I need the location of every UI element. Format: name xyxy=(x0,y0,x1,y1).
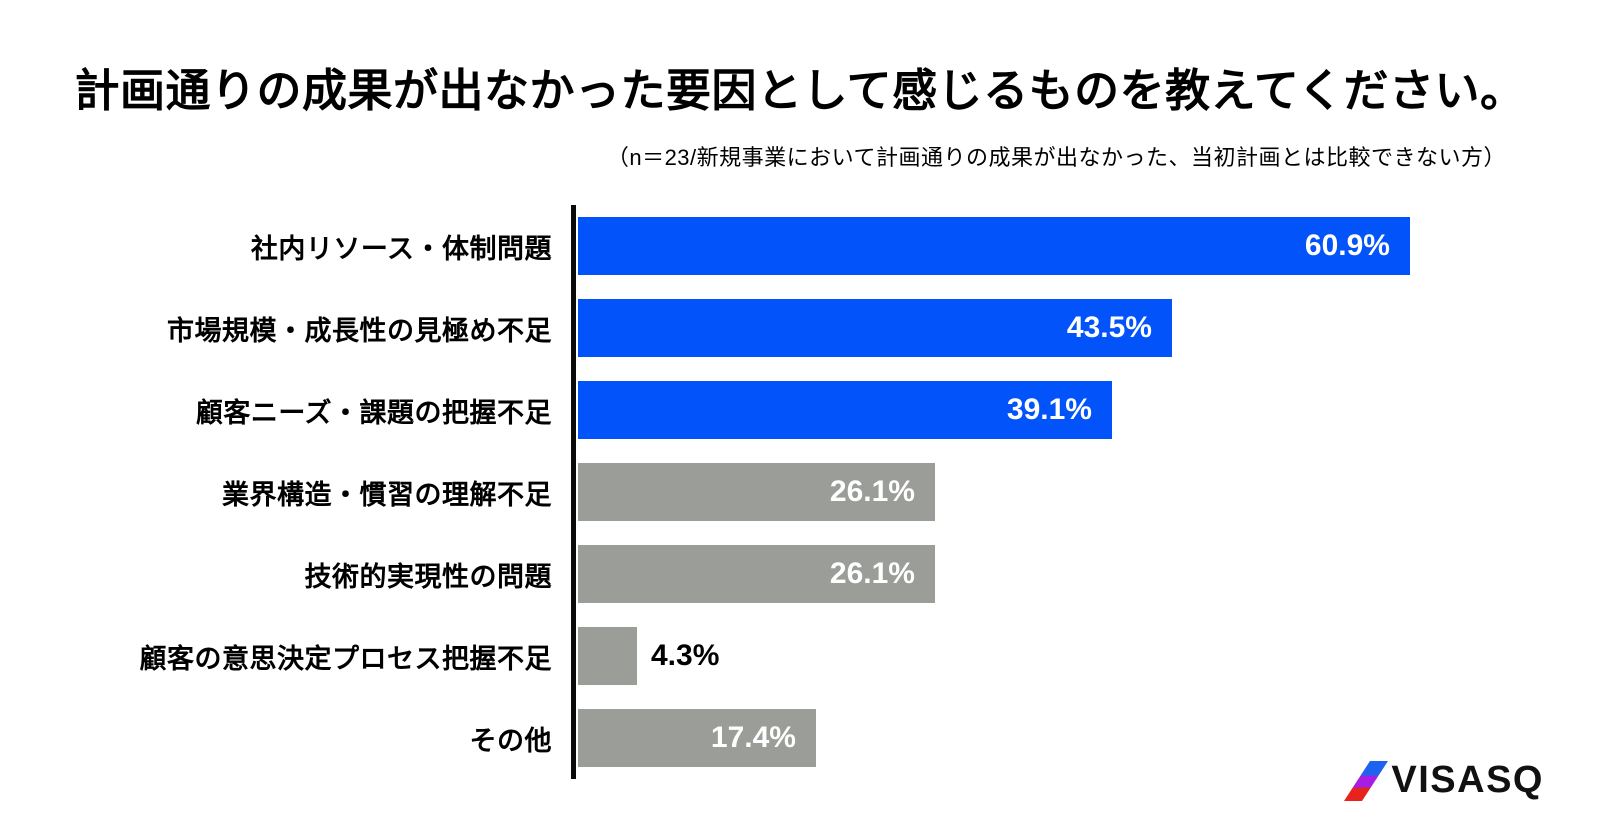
value-label: 17.4% xyxy=(710,721,796,754)
category-label: 社内リソース・体制問題 xyxy=(250,233,552,264)
bar: 26.1% xyxy=(578,463,935,521)
chart-row: 業界構造・慣習の理解不足 26.1% xyxy=(0,451,1600,533)
bar-area: 26.1% xyxy=(578,463,935,521)
chart-row: 顧客の意思決定プロセス把握不足 4.3% xyxy=(0,615,1600,697)
value-label: 26.1% xyxy=(829,475,915,508)
visasq-logo: VISASQ xyxy=(1344,759,1544,802)
bar: 43.5% xyxy=(578,299,1172,357)
category-label: その他 xyxy=(469,725,552,756)
bar: 60.9% xyxy=(578,217,1410,275)
value-label: 60.9% xyxy=(1304,229,1390,262)
bar: 17.4% xyxy=(578,709,816,767)
chart-row: 技術的実現性の問題 26.1% xyxy=(0,533,1600,615)
bar-area: 60.9% xyxy=(578,217,1410,275)
bar xyxy=(578,627,637,685)
bar-chart: 社内リソース・体制問題 60.9% 市場規模・成長性の見極め不足 43.5% 顧客ニーズ… xyxy=(0,205,1600,779)
bar: 39.1% xyxy=(578,381,1112,439)
bar-area: 43.5% xyxy=(578,299,1172,357)
bar-area: 26.1% xyxy=(578,545,935,603)
bar-area: 4.3% xyxy=(578,627,719,685)
y-axis-line xyxy=(571,205,576,779)
chart-title: 計画通りの成果が出なかった要因として感じるものを教えてください。 xyxy=(74,65,1526,116)
chart-row: 顧客ニーズ・課題の把握不足 39.1% xyxy=(0,369,1600,451)
value-label: 39.1% xyxy=(1006,393,1092,426)
chart-row: 市場規模・成長性の見極め不足 43.5% xyxy=(0,287,1600,369)
value-label: 26.1% xyxy=(829,557,915,590)
category-label: 市場規模・成長性の見極め不足 xyxy=(167,315,552,346)
bar-area: 17.4% xyxy=(578,709,816,767)
category-label: 業界構造・慣習の理解不足 xyxy=(222,479,552,510)
chart-row: その他 17.4% xyxy=(0,697,1600,779)
bar-area: 39.1% xyxy=(578,381,1112,439)
category-label: 顧客ニーズ・課題の把握不足 xyxy=(195,397,552,428)
bar: 26.1% xyxy=(578,545,935,603)
value-label: 4.3% xyxy=(651,639,720,672)
bar-rows: 社内リソース・体制問題 60.9% 市場規模・成長性の見極め不足 43.5% 顧客ニーズ… xyxy=(0,205,1600,779)
chart-row: 社内リソース・体制問題 60.9% xyxy=(0,205,1600,287)
category-label: 技術的実現性の問題 xyxy=(304,561,552,592)
value-label: 43.5% xyxy=(1066,311,1152,344)
visasq-logo-text: VISASQ xyxy=(1391,759,1544,801)
category-label: 顧客の意思決定プロセス把握不足 xyxy=(139,643,552,674)
chart-subtitle: （n＝23/新規事業において計画通りの成果が出なかった、当初計画とは比較できない… xyxy=(606,145,1506,170)
